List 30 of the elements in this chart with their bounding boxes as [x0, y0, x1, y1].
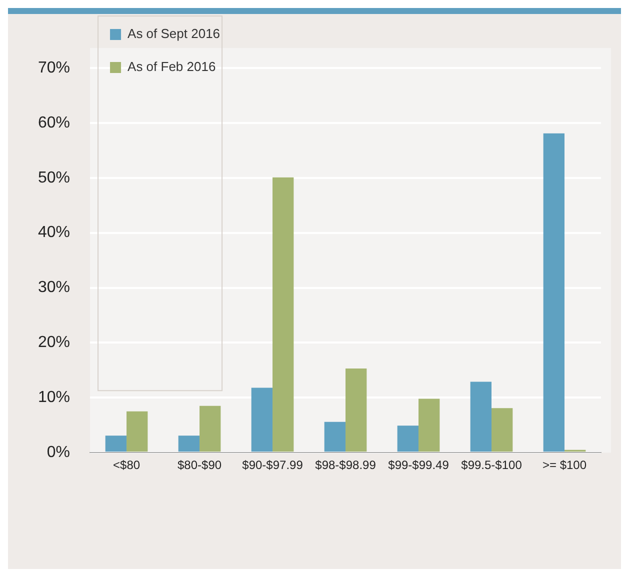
- y-tick-label: 10%: [38, 389, 70, 406]
- x-tick-label: $98-$98.99: [315, 458, 376, 472]
- x-tick-label: <$80: [113, 458, 140, 472]
- bar: [251, 388, 273, 452]
- bar: [126, 411, 148, 452]
- y-tick-label: 70%: [38, 59, 70, 76]
- bar: [397, 426, 419, 452]
- y-tick-label: 40%: [38, 224, 70, 242]
- bar: [543, 133, 564, 452]
- bar: [178, 436, 200, 452]
- x-tick-label: >= $100: [542, 458, 587, 472]
- y-tick-label: 50%: [38, 169, 70, 186]
- bar: [200, 406, 221, 452]
- y-tick-label: 0%: [46, 444, 70, 462]
- y-tick-label: 30%: [38, 279, 70, 296]
- x-tick-label: $80-$90: [177, 458, 222, 472]
- bar: [272, 177, 294, 452]
- x-tick-label: $99-$99.49: [388, 458, 450, 472]
- bar: [492, 408, 513, 452]
- legend-label: As of Feb 2016: [128, 59, 216, 74]
- bar: [470, 382, 492, 452]
- bar: [346, 368, 367, 452]
- bar: [324, 422, 346, 452]
- y-tick-label: 60%: [38, 114, 70, 132]
- bar: [418, 398, 440, 452]
- bar: [105, 436, 127, 452]
- x-tick-label: $99.5-$100: [461, 458, 522, 472]
- x-tick-label: $90-$97.99: [242, 458, 304, 472]
- y-tick-label: 20%: [38, 334, 70, 352]
- legend-label: As of Sept 2016: [128, 26, 220, 42]
